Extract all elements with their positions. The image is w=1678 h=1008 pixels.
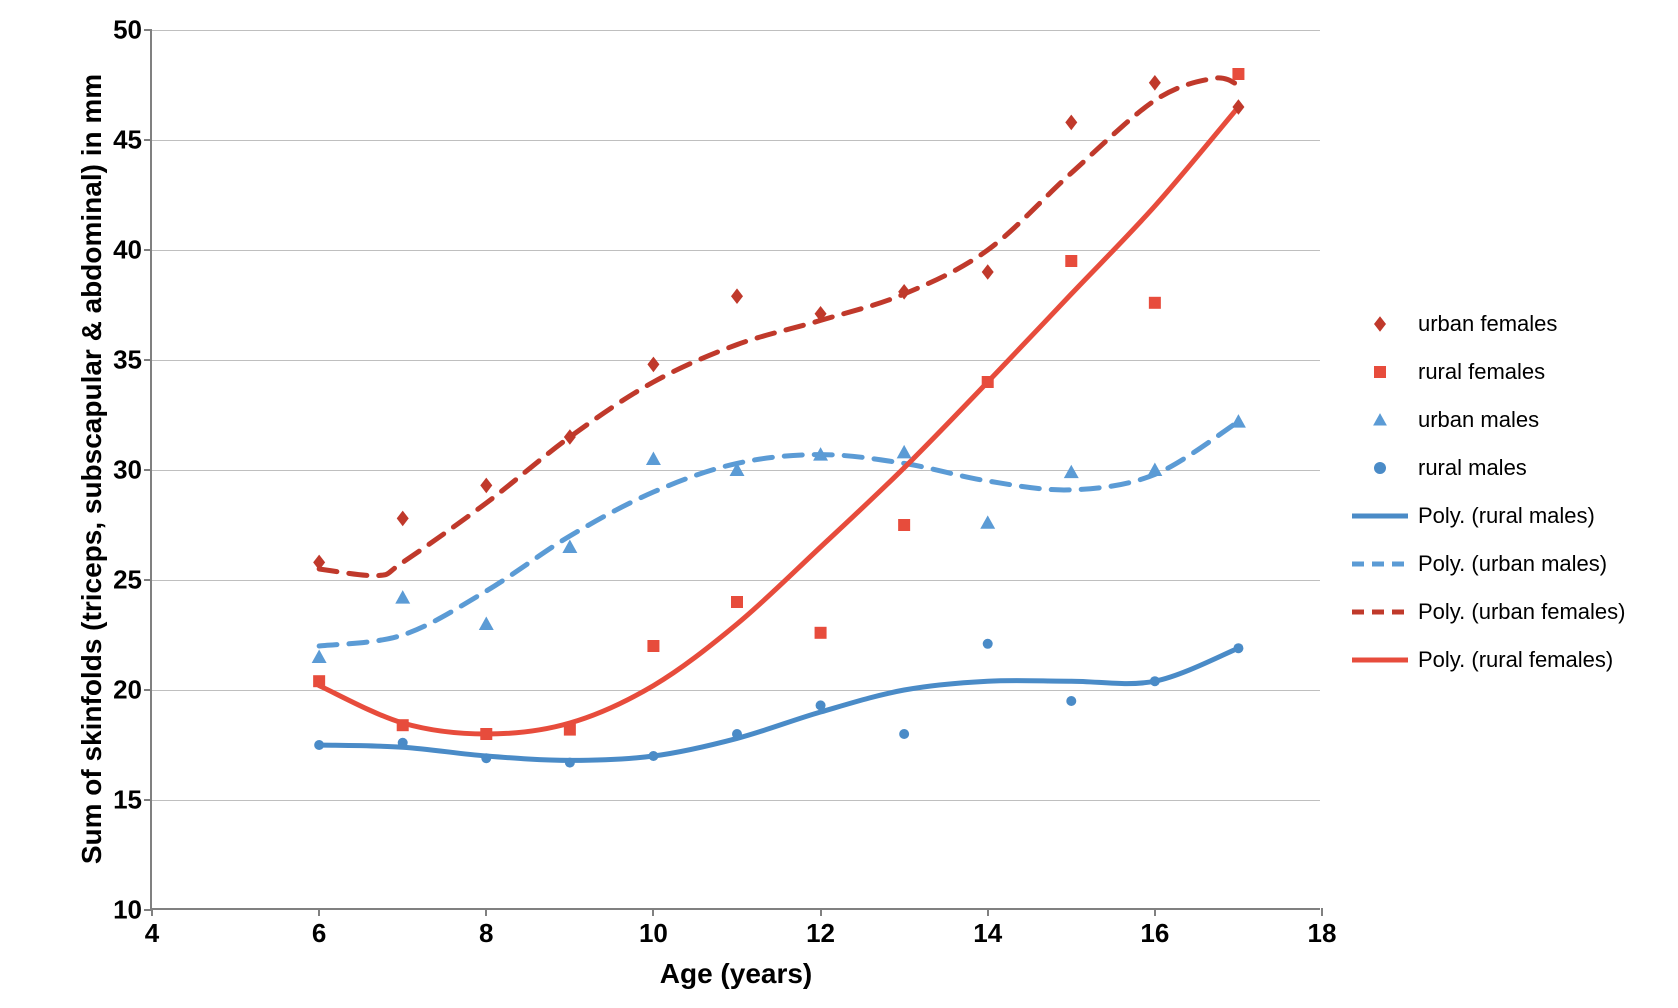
trendline [319, 107, 1238, 734]
data-marker [647, 640, 659, 652]
legend-marker [1350, 408, 1410, 432]
legend-item: Poly. (urban females) [1350, 588, 1625, 636]
legend: urban females rural females urban males rur… [1350, 300, 1625, 684]
data-marker [1233, 643, 1243, 653]
legend-marker [1350, 600, 1410, 624]
trendline [319, 648, 1238, 760]
data-marker [395, 590, 410, 603]
legend-label: Poly. (rural males) [1410, 503, 1595, 529]
legend-label: Poly. (rural females) [1410, 647, 1613, 673]
legend-label: urban females [1410, 311, 1557, 337]
data-marker [398, 738, 408, 748]
x-tick-label: 12 [806, 908, 835, 949]
data-marker [397, 511, 409, 527]
x-tick-label: 4 [145, 908, 159, 949]
data-marker [899, 729, 909, 739]
data-marker [648, 751, 658, 761]
data-marker [479, 617, 494, 630]
y-tick-label: 40 [113, 235, 152, 266]
legend-label: Poly. (urban males) [1410, 551, 1607, 577]
y-tick-label: 50 [113, 15, 152, 46]
data-marker [564, 724, 576, 736]
legend-item: Poly. (rural males) [1350, 492, 1625, 540]
legend-item: rural females [1350, 348, 1625, 396]
data-marker [1149, 75, 1161, 91]
legend-item: Poly. (rural females) [1350, 636, 1625, 684]
data-marker [982, 376, 994, 388]
legend-marker [1350, 360, 1410, 384]
data-marker [1066, 696, 1076, 706]
legend-item: urban females [1350, 300, 1625, 348]
data-marker [731, 596, 743, 608]
legend-label: rural males [1410, 455, 1527, 481]
legend-marker [1350, 312, 1410, 336]
legend-label: urban males [1410, 407, 1539, 433]
data-marker [1149, 297, 1161, 309]
legend-item: rural males [1350, 444, 1625, 492]
data-marker [982, 264, 994, 280]
y-tick-label: 20 [113, 675, 152, 706]
data-marker [897, 445, 912, 458]
x-tick-label: 18 [1308, 908, 1337, 949]
legend-item: Poly. (urban males) [1350, 540, 1625, 588]
y-axis-title: Sum of skinfolds (triceps, subscapular &… [76, 74, 108, 864]
data-marker [1232, 68, 1244, 80]
data-marker [481, 753, 491, 763]
data-marker [480, 478, 492, 494]
data-marker [898, 519, 910, 531]
y-tick-label: 30 [113, 455, 152, 486]
data-marker [480, 728, 492, 740]
data-marker [1065, 255, 1077, 267]
data-marker [314, 740, 324, 750]
x-tick-label: 14 [973, 908, 1002, 949]
data-marker [647, 357, 659, 373]
data-marker [815, 627, 827, 639]
x-tick-label: 16 [1140, 908, 1169, 949]
legend-marker [1350, 552, 1410, 576]
y-tick-label: 25 [113, 565, 152, 596]
data-marker [312, 650, 327, 663]
x-tick-label: 8 [479, 908, 493, 949]
x-axis-title: Age (years) [660, 908, 813, 990]
legend-label: rural females [1410, 359, 1545, 385]
y-tick-label: 35 [113, 345, 152, 376]
trendline [319, 78, 1238, 576]
legend-item: urban males [1350, 396, 1625, 444]
x-tick-label: 10 [639, 908, 668, 949]
y-tick-label: 15 [113, 785, 152, 816]
data-marker [397, 719, 409, 731]
legend-label: Poly. (urban females) [1410, 599, 1625, 625]
legend-marker [1350, 456, 1410, 480]
legend-marker [1350, 504, 1410, 528]
data-marker [980, 515, 995, 528]
data-marker [1064, 465, 1079, 478]
data-marker [1147, 463, 1162, 476]
plot-svg [152, 30, 1320, 908]
plot-area: Sum of skinfolds (triceps, subscapular &… [150, 30, 1320, 910]
data-marker [313, 675, 325, 687]
y-tick-label: 45 [113, 125, 152, 156]
data-marker [1231, 414, 1246, 427]
trendline [319, 422, 1238, 646]
legend-marker [1350, 648, 1410, 672]
x-tick-label: 6 [312, 908, 326, 949]
data-marker [1065, 115, 1077, 131]
data-marker [646, 452, 661, 465]
data-marker [731, 288, 743, 304]
data-marker [1150, 676, 1160, 686]
chart-container: Sum of skinfolds (triceps, subscapular &… [60, 20, 1640, 980]
data-marker [816, 700, 826, 710]
data-marker [732, 729, 742, 739]
data-marker [983, 639, 993, 649]
data-marker [565, 758, 575, 768]
